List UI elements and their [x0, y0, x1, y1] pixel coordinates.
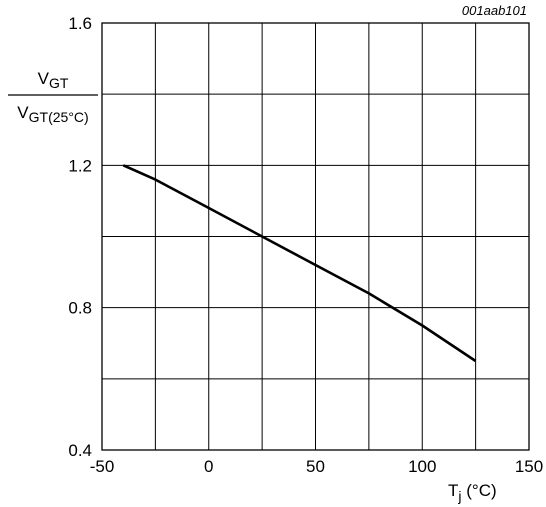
- grid: [101, 22, 530, 451]
- series-group: [122, 164, 477, 363]
- y-tick-label-1: 0.8: [68, 299, 92, 318]
- x-tick-label-4: 150: [515, 457, 543, 476]
- x-tick-label-2: 50: [306, 457, 325, 476]
- series-line-0: [122, 164, 477, 363]
- x-tick-label-1: 0: [204, 457, 213, 476]
- x-tick-label-3: 100: [408, 457, 436, 476]
- x-tick-label-0: -50: [90, 457, 115, 476]
- y-axis-label: VGT VGT(25°C): [8, 69, 98, 125]
- x-axis-label: Tj (°C): [448, 481, 497, 504]
- y-tick-label-2: 1.2: [68, 156, 92, 175]
- y-axis-label-denominator: VGT(25°C): [17, 103, 88, 125]
- y-tick-label-0: 0.4: [68, 441, 92, 460]
- y-axis-label-numerator: VGT: [38, 69, 69, 91]
- y-tick-label-3: 1.6: [68, 14, 92, 33]
- plot-frame: [101, 22, 530, 451]
- y-tick-labels: 0.4 0.8 1.2 1.6: [68, 14, 92, 460]
- figure-id: 001aab101: [462, 3, 527, 18]
- x-tick-labels: -50 0 50 100 150: [90, 457, 543, 476]
